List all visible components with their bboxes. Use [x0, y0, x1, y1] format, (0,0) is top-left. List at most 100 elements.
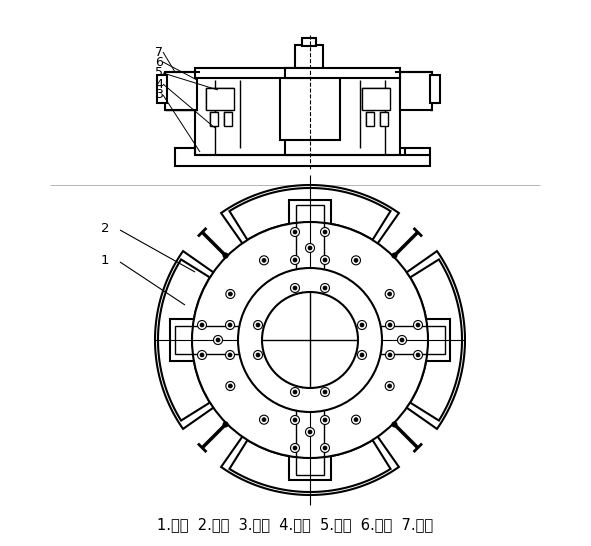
Circle shape: [259, 415, 268, 424]
Circle shape: [256, 353, 260, 357]
Circle shape: [385, 382, 394, 390]
Bar: [380, 112, 388, 126]
Circle shape: [323, 418, 327, 422]
Circle shape: [197, 351, 206, 359]
Bar: [430, 75, 440, 103]
Bar: [366, 112, 374, 126]
Circle shape: [197, 321, 206, 329]
Circle shape: [291, 228, 300, 236]
Circle shape: [358, 351, 366, 359]
Circle shape: [323, 286, 327, 290]
Circle shape: [256, 323, 260, 327]
Bar: [366, 112, 374, 126]
Circle shape: [358, 321, 366, 329]
Circle shape: [354, 418, 358, 422]
Polygon shape: [221, 185, 399, 246]
Circle shape: [262, 292, 358, 388]
Polygon shape: [229, 188, 391, 240]
Circle shape: [291, 283, 300, 293]
Circle shape: [291, 388, 300, 396]
Bar: [400, 72, 432, 110]
Text: 5: 5: [155, 67, 163, 80]
Circle shape: [306, 244, 314, 252]
Bar: [289, 200, 331, 480]
Bar: [170, 319, 450, 361]
Bar: [195, 75, 310, 155]
Bar: [195, 75, 310, 155]
Polygon shape: [221, 434, 399, 495]
Circle shape: [226, 382, 235, 390]
Polygon shape: [404, 251, 465, 429]
Bar: [206, 88, 234, 110]
Circle shape: [262, 418, 266, 422]
Bar: [400, 72, 432, 110]
Circle shape: [293, 230, 297, 234]
Bar: [165, 72, 197, 110]
Circle shape: [238, 268, 382, 412]
Bar: [296, 205, 324, 475]
Circle shape: [388, 323, 392, 327]
Circle shape: [200, 323, 204, 327]
Circle shape: [320, 443, 330, 453]
Circle shape: [228, 292, 232, 296]
Bar: [175, 326, 445, 354]
Bar: [285, 75, 400, 155]
Circle shape: [323, 230, 327, 234]
Bar: [285, 75, 400, 155]
Bar: [175, 148, 430, 166]
Circle shape: [293, 258, 297, 262]
Text: 7: 7: [155, 45, 163, 58]
Circle shape: [259, 256, 268, 265]
Bar: [210, 112, 218, 126]
Circle shape: [320, 416, 330, 424]
Polygon shape: [155, 251, 216, 429]
Circle shape: [416, 323, 420, 327]
Circle shape: [354, 258, 358, 262]
Text: 1.托盘  2.手柄  3.底座  4.转环  5.销钉  6.滑块  7.抱爪: 1.托盘 2.手柄 3.底座 4.转环 5.销钉 6.滑块 7.抱爪: [157, 518, 433, 532]
Text: 3: 3: [155, 88, 163, 102]
Circle shape: [293, 286, 297, 290]
Circle shape: [293, 390, 297, 394]
Circle shape: [352, 415, 361, 424]
Circle shape: [416, 353, 420, 357]
Text: 2: 2: [100, 222, 109, 234]
Circle shape: [414, 351, 423, 359]
Bar: [280, 73, 340, 140]
Circle shape: [398, 335, 407, 345]
Bar: [206, 88, 234, 110]
Circle shape: [385, 289, 394, 299]
Circle shape: [306, 428, 314, 436]
Circle shape: [254, 351, 262, 359]
Bar: [224, 112, 232, 126]
Bar: [224, 112, 232, 126]
Circle shape: [308, 246, 312, 250]
Circle shape: [200, 353, 204, 357]
Circle shape: [392, 253, 397, 258]
Bar: [175, 148, 430, 166]
Circle shape: [414, 321, 423, 329]
Circle shape: [385, 351, 395, 359]
Bar: [362, 88, 390, 110]
Circle shape: [262, 258, 266, 262]
Circle shape: [192, 222, 428, 458]
Circle shape: [213, 335, 222, 345]
Circle shape: [291, 416, 300, 424]
Circle shape: [223, 253, 228, 258]
Circle shape: [388, 353, 392, 357]
Bar: [157, 75, 167, 103]
Text: 4: 4: [155, 78, 163, 91]
Circle shape: [400, 338, 404, 342]
Circle shape: [323, 258, 327, 262]
Bar: [165, 72, 197, 110]
Bar: [255, 80, 340, 140]
Circle shape: [226, 321, 235, 329]
Circle shape: [308, 430, 312, 434]
Circle shape: [226, 289, 235, 299]
Circle shape: [388, 292, 392, 296]
Text: 1: 1: [100, 253, 109, 266]
Circle shape: [254, 321, 262, 329]
Circle shape: [360, 353, 364, 357]
Bar: [285, 68, 400, 78]
Circle shape: [385, 321, 395, 329]
Circle shape: [392, 422, 397, 427]
